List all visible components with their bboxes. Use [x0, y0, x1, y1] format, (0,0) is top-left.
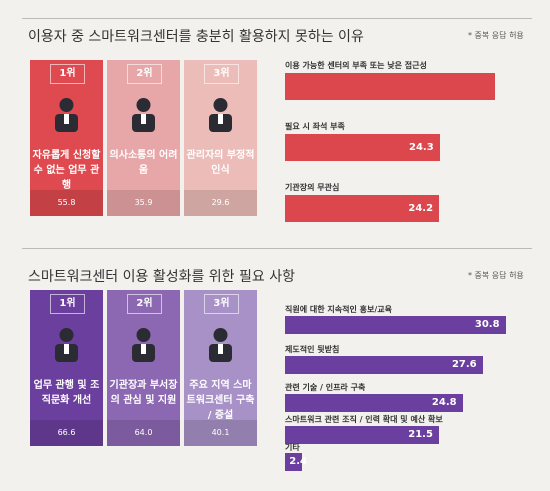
rank-badge: 2위 [127, 294, 162, 314]
section-title: 스마트워크센터 이용 활성화를 위한 필요 사항 [28, 269, 295, 285]
bar [285, 316, 506, 334]
bar-value: 30.8 [474, 319, 500, 330]
icon [129, 326, 158, 362]
bar-label: 관련 기술 / 인프라 구축 [285, 383, 366, 392]
bar-label: 기타 [285, 443, 300, 452]
person-icon [209, 98, 232, 132]
divider [22, 248, 532, 249]
person-icon [132, 98, 155, 132]
card-value: 29.6 [184, 190, 257, 216]
card-label: 주요 지역 스마트워크센터 구축 / 증설 [186, 380, 255, 421]
bar-label: 필요 시 좌석 부족 [285, 122, 345, 131]
card-label: 관리자의 부정적 인식 [186, 150, 255, 176]
section-title: 이용자 중 스마트워크센터를 충분히 활용하지 못하는 이유 [28, 29, 364, 45]
card-value: 64.0 [107, 420, 180, 446]
card-label: 업무 관행 및 조직문화 개선 [33, 380, 100, 406]
icon [52, 96, 81, 132]
bar [285, 394, 463, 412]
bar-value: 27.6 [451, 359, 477, 370]
bar-value: 21.5 [408, 429, 433, 440]
bar-value: 24.3 [409, 142, 434, 153]
rank-badge: 2위 [127, 64, 162, 84]
person-icon [209, 328, 232, 362]
bar-label: 이용 가능한 센터의 부족 또는 낮은 접근성 [285, 61, 427, 70]
icon [129, 96, 158, 132]
bar [285, 453, 303, 471]
bar-label: 스마트워크 관련 조직 / 인력 확대 및 예산 확보 [285, 415, 443, 424]
bar-value: 24.8 [431, 397, 457, 408]
rank-badge: 3위 [204, 64, 239, 84]
bar [285, 426, 439, 444]
card-value: 66.6 [30, 420, 103, 446]
note: * 중복 응답 허용 [468, 31, 524, 40]
person-icon [55, 328, 78, 362]
card-label: 자유롭게 신청할 수 없는 업무 관행 [32, 150, 101, 191]
bar-label: 제도적인 뒷받침 [285, 345, 340, 354]
card-value: 55.8 [30, 190, 103, 216]
card-value: 40.1 [184, 420, 257, 446]
bar-value: 24.2 [408, 203, 434, 214]
note: * 중복 응답 허용 [468, 271, 524, 280]
rank-badge: 1위 [50, 64, 85, 84]
card-label: 의사소통의 어려움 [109, 150, 178, 176]
person-icon [55, 98, 78, 132]
card-value: 35.9 [107, 190, 180, 216]
rank-badge: 1위 [50, 294, 85, 314]
bar-label: 직원에 대한 지속적인 홍보/교육 [285, 305, 392, 314]
icon [206, 96, 235, 132]
rank-badge: 3위 [204, 294, 239, 314]
icon [52, 326, 81, 362]
bar [285, 73, 496, 100]
icon [206, 326, 235, 362]
bar [285, 134, 440, 161]
bar-label: 기관장의 무관심 [285, 183, 340, 192]
bar [285, 195, 440, 222]
bar [285, 356, 483, 374]
bar-value: 2.4 [289, 456, 307, 467]
divider [22, 18, 532, 19]
card-label: 기관장과 부서장의 관심 및 지원 [109, 380, 178, 406]
person-icon [132, 328, 155, 362]
